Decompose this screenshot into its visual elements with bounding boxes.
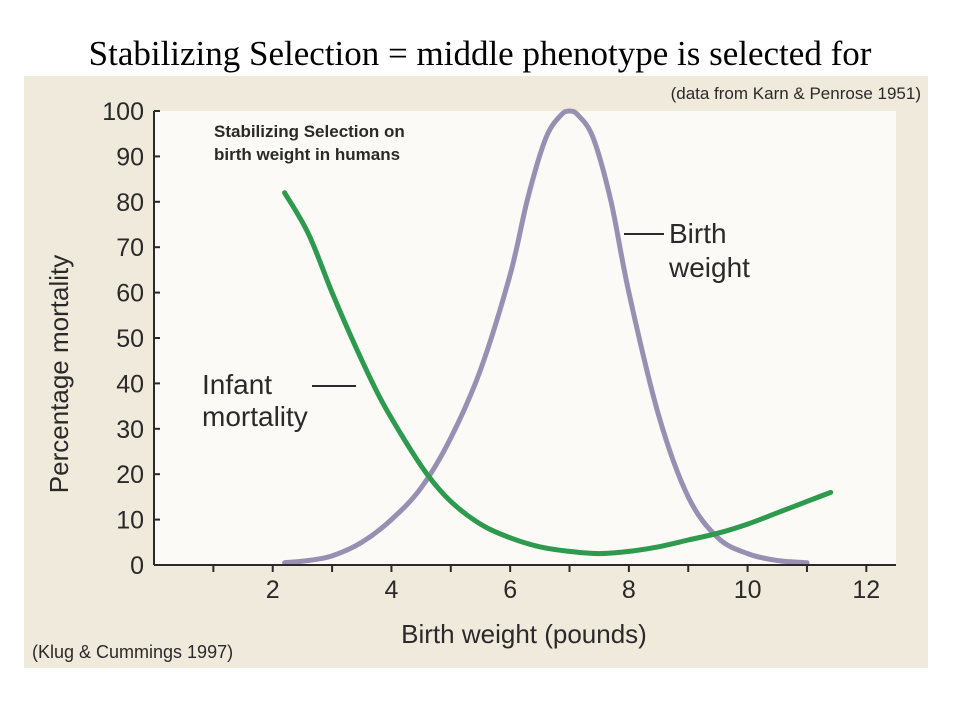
y-tick-label: 100 [102,98,144,126]
birth-weight-label-line: Birth [669,218,727,249]
infant-mortality-label-line: Infant [202,369,272,400]
y-tick-label: 20 [116,461,144,489]
chart-figure: (data from Karn & Penrose 1951) Stabiliz… [24,76,928,668]
y-tick-label: 0 [130,552,144,580]
y-tick-label: 70 [116,234,144,262]
x-tick-label: 2 [266,576,280,604]
x-tick-label: 4 [384,576,398,604]
source-note-top: (data from Karn & Penrose 1951) [671,84,921,103]
plot-area-background [154,111,896,565]
x-axis-label: Birth weight (pounds) [401,619,647,649]
inset-title-line1: Stabilizing Selection on [214,122,405,141]
y-tick-label: 90 [116,143,144,171]
y-tick-label: 50 [116,325,144,353]
y-tick-label: 80 [116,189,144,217]
chart-svg: (data from Karn & Penrose 1951) Stabiliz… [24,76,928,668]
source-note-bottom: (Klug & Cummings 1997) [32,642,233,662]
inset-title-line2: birth weight in humans [214,145,400,164]
x-tick-label: 12 [852,576,880,604]
infant-mortality-curve [282,190,834,557]
y-tick-label: 30 [116,416,144,444]
birth-weight-curve [282,108,810,566]
infant-mortality-label-line: mortality [202,401,308,432]
y-axis-label: Percentage mortality [44,255,74,493]
x-tick-label: 8 [622,576,636,604]
axes-layer: 2 4 6 8 10 12 0 10 20 30 40 50 60 70 80 90 100 [102,98,896,604]
y-tick-label: 60 [116,280,144,308]
birth-weight-label-line: weight [668,252,750,283]
x-tick-label: 10 [734,576,762,604]
x-tick-label: 6 [503,576,517,604]
y-tick-label: 10 [116,507,144,535]
slide-title: Stabilizing Selection = middle phenotype… [88,34,872,73]
series-layer [282,108,834,566]
y-tick-label: 40 [116,370,144,398]
